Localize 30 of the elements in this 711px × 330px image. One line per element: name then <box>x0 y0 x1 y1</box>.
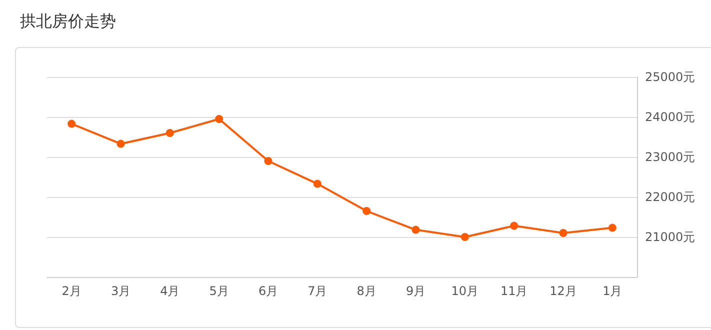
point <box>460 233 469 241</box>
y-tick-label: 23000元 <box>645 150 696 164</box>
y-tick-label: 22000元 <box>645 190 696 204</box>
x-tick-label: 11月 <box>500 284 528 298</box>
x-tick-label: 12月 <box>550 284 577 298</box>
y-tick-label: 25000元 <box>645 70 696 84</box>
point <box>264 157 272 165</box>
x-tick-label: 8月 <box>356 284 376 298</box>
point <box>116 140 125 148</box>
point <box>362 207 371 215</box>
y-tick-label: 21000元 <box>645 230 696 244</box>
x-tick-label: 2月 <box>62 284 82 298</box>
point <box>412 226 420 234</box>
point <box>313 180 322 188</box>
x-tick-label: 7月 <box>308 284 328 298</box>
x-tick-label: 5月 <box>209 284 229 298</box>
chart-title: 拱北房价走势 <box>20 12 116 30</box>
x-tick-label: 6月 <box>258 284 278 298</box>
x-tick-label: 4月 <box>160 284 180 298</box>
x-tick-label: 3月 <box>110 284 131 298</box>
x-tick-label: 10月 <box>451 284 479 298</box>
point <box>166 129 174 137</box>
point <box>559 229 568 237</box>
y-tick-label: 24000元 <box>645 110 696 124</box>
x-tick-label: 9月 <box>406 284 426 298</box>
point <box>68 120 76 128</box>
point <box>215 115 224 123</box>
x-tick-label: 1月 <box>602 284 622 298</box>
point <box>510 222 518 230</box>
point <box>608 224 616 232</box>
